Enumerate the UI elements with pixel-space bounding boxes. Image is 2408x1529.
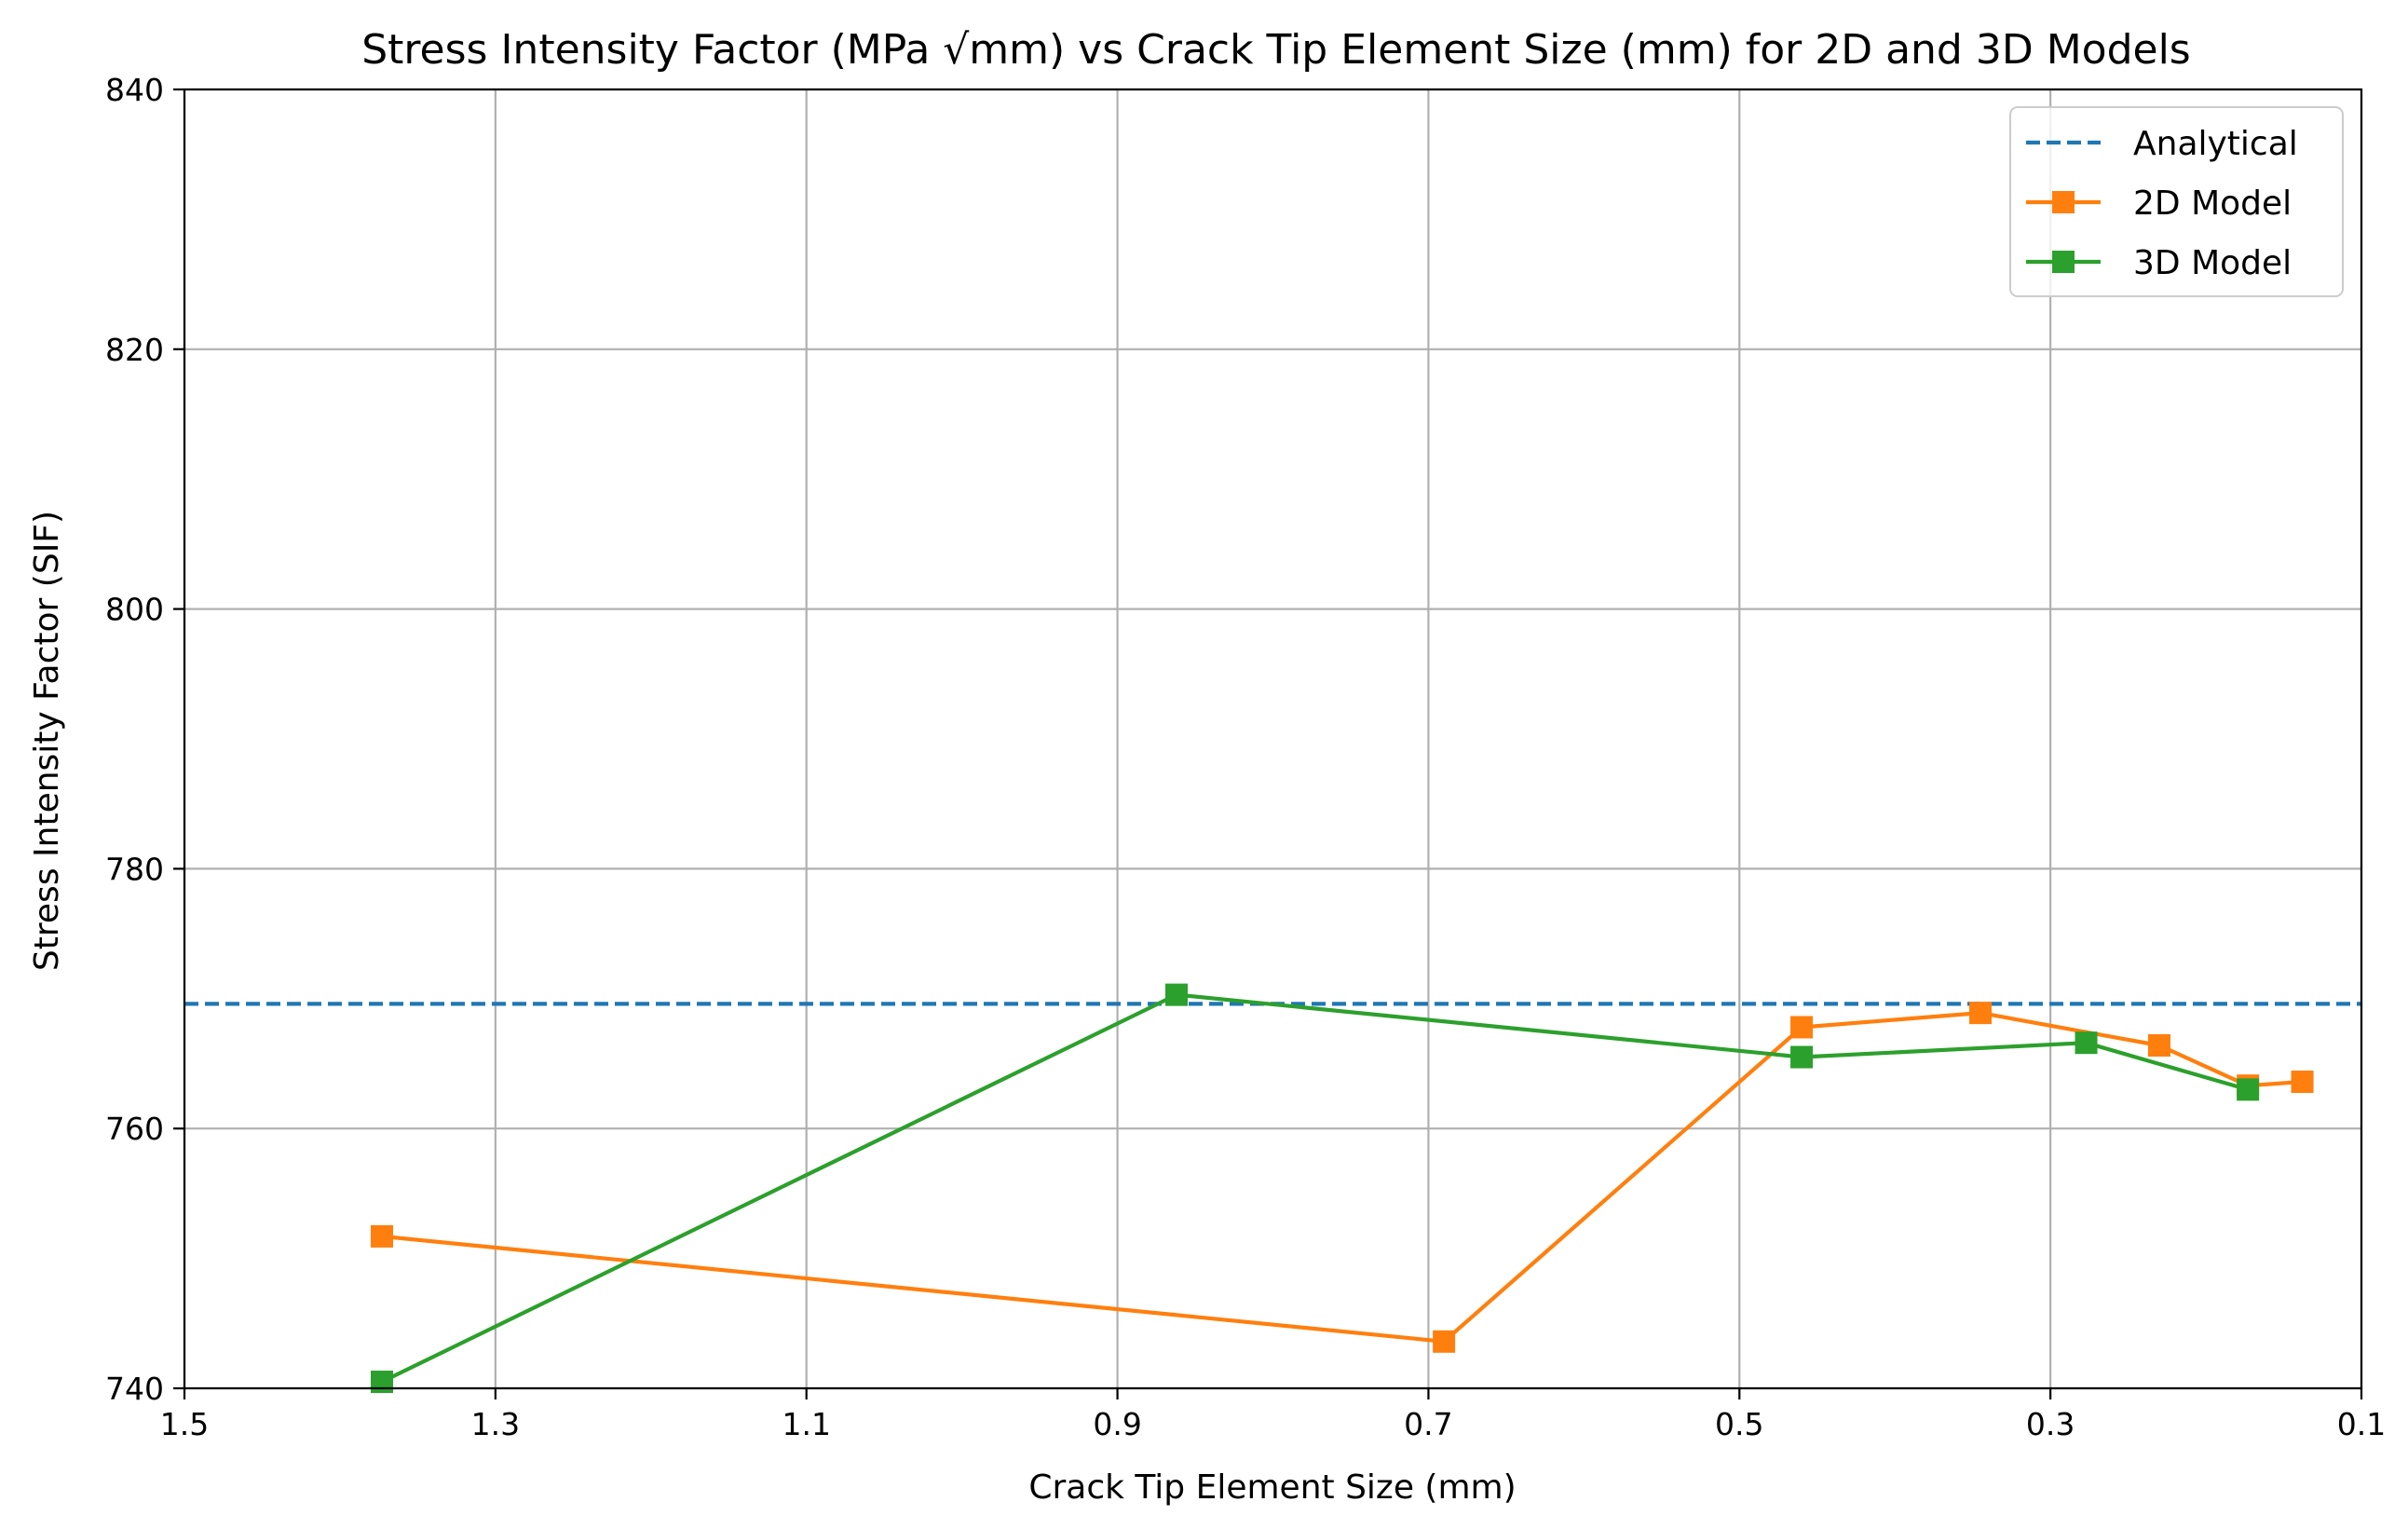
3d-model-point bbox=[2075, 1031, 2098, 1055]
legend: Analytical 2D Model 3D Model bbox=[2009, 106, 2344, 297]
legend-analytical-label: Analytical bbox=[2133, 125, 2298, 163]
3d-model-point bbox=[1790, 1045, 1814, 1069]
y-tick-label: 820 bbox=[105, 332, 164, 368]
x-tick-label: 1.3 bbox=[471, 1406, 520, 1442]
x-tick-label: 0.7 bbox=[1404, 1406, 1452, 1442]
2d-model-point bbox=[370, 1224, 393, 1248]
plot-frame bbox=[183, 88, 2363, 1390]
x-tick-label: 1.1 bbox=[782, 1406, 830, 1442]
x-tick-label: 0.9 bbox=[1093, 1406, 1141, 1442]
legend-2d-model-label: 2D Model bbox=[2133, 184, 2292, 223]
y-tick-label: 840 bbox=[105, 72, 164, 108]
axis-ticks: 1.5 1.3 1.1 0.9 0.7 0.5 0.3 0.1 740 760 780 800 820 8… bbox=[105, 72, 2386, 1442]
3d-model-point bbox=[1165, 983, 1189, 1006]
y-tick-label: 800 bbox=[105, 592, 164, 628]
3d-model-point bbox=[2237, 1078, 2260, 1101]
x-tick-label: 0.1 bbox=[2337, 1406, 2386, 1442]
y-axis-label: Stress Intensity Factor (SIF) bbox=[28, 511, 66, 971]
chart-title: Stress Intensity Factor (MPa √mm) vs Cra… bbox=[361, 26, 2190, 74]
2d-model-point bbox=[1790, 1016, 1814, 1039]
legend-3d-model-label: 3D Model bbox=[2133, 244, 2292, 282]
2d-model-point bbox=[1969, 1002, 1993, 1025]
legend-3d-model-marker bbox=[2052, 251, 2075, 273]
x-axis-label: Crack Tip Element Size (mm) bbox=[1028, 1468, 1516, 1507]
series-markers bbox=[370, 983, 2314, 1394]
legend-2d-model-marker bbox=[2052, 191, 2075, 213]
y-tick-label: 760 bbox=[105, 1111, 164, 1147]
y-tick-label: 780 bbox=[105, 851, 164, 887]
3d-model-point bbox=[370, 1371, 393, 1394]
x-tick-label: 1.5 bbox=[160, 1406, 209, 1442]
2d-model-point bbox=[2147, 1033, 2170, 1057]
x-tick-label: 0.3 bbox=[2026, 1406, 2075, 1442]
2d-model-point bbox=[2291, 1071, 2314, 1094]
x-tick-label: 0.5 bbox=[1715, 1406, 1763, 1442]
y-tick-label: 740 bbox=[105, 1371, 164, 1407]
2d-model-point bbox=[1433, 1330, 1456, 1353]
legend-box bbox=[2009, 106, 2344, 297]
